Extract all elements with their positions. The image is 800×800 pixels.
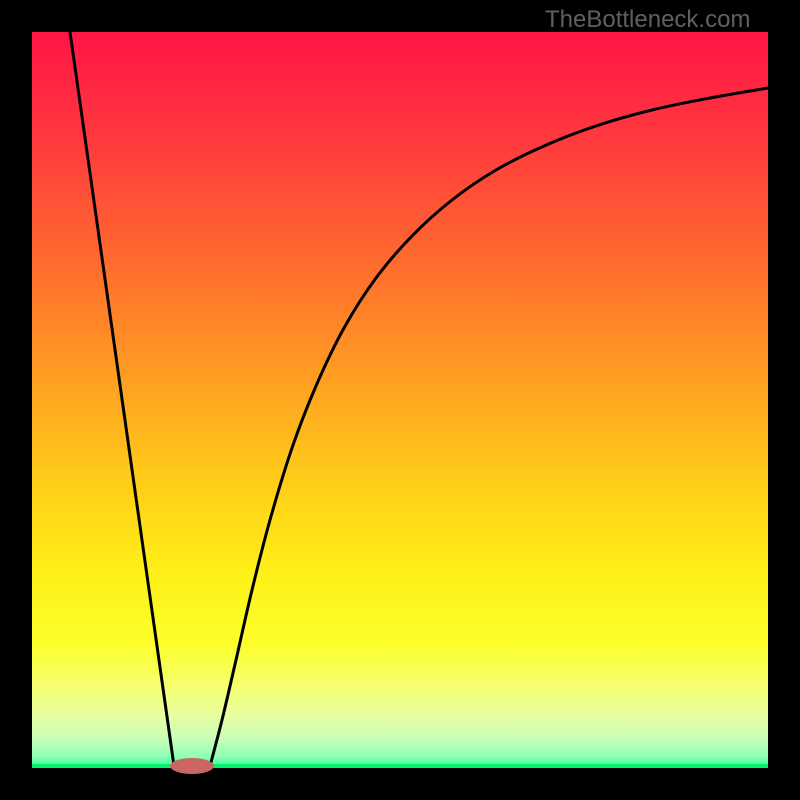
chart-container: TheBottleneck.com [0,0,800,800]
bottom-green-band [32,764,768,768]
bottleneck-curve-chart [0,0,800,800]
plot-gradient-background [32,32,768,768]
valley-marker [170,758,214,774]
watermark-text: TheBottleneck.com [545,6,750,34]
